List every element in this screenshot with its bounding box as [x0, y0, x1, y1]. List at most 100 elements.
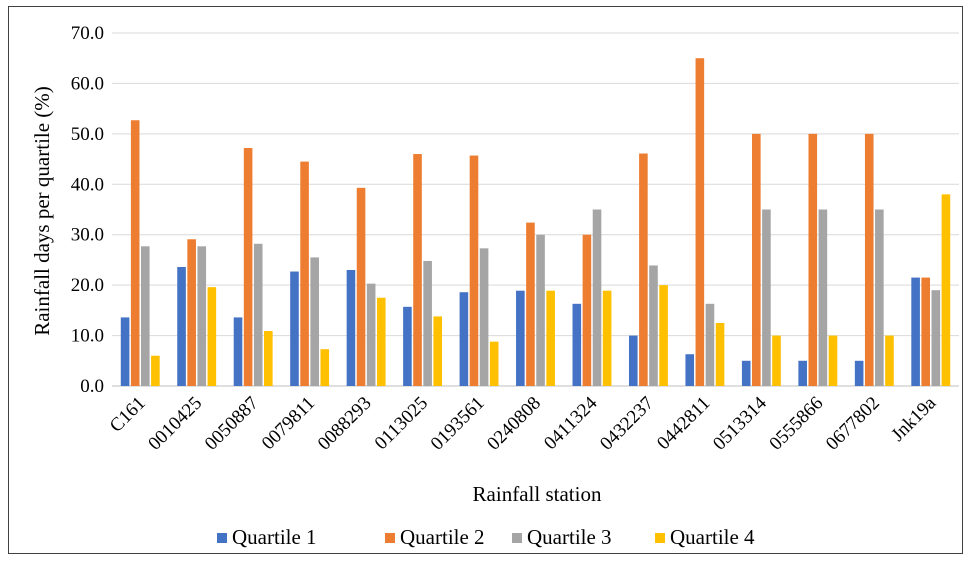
- y-tick-label: 30.0: [71, 225, 104, 246]
- bar-quartile-3-0555866: [818, 209, 828, 386]
- bar-quartile-4-0193561: [489, 341, 499, 386]
- x-axis-title: Rainfall station: [473, 482, 602, 506]
- bar-quartile-4-0079811: [320, 349, 330, 386]
- bar-quartile-3-0411324: [592, 209, 602, 386]
- bar-quartile-1-0513314: [741, 360, 751, 386]
- legend-label-4: Quartile 4: [670, 525, 755, 549]
- bar-quartile-3-0677802: [875, 209, 884, 386]
- x-tick-label: 0677802: [822, 393, 884, 455]
- bar-quartile-3-0088293: [366, 283, 376, 386]
- bar-quartile-2-0193561: [469, 155, 479, 386]
- y-tick-labels: 0.0 10.0 20.0 30.0 40.0 50.0 60.0 70.0: [71, 23, 104, 397]
- x-tick-label: 0193561: [427, 393, 489, 455]
- x-tick-label: 0513314: [709, 392, 771, 454]
- bar-quartile-4-0088293: [376, 297, 386, 386]
- bar-quartile-2-0050887: [243, 147, 253, 386]
- y-tick-label: 70.0: [71, 23, 104, 44]
- bar-quartile-1-0010425: [177, 266, 186, 386]
- bar-quartile-1-0432237: [628, 335, 638, 386]
- bar-quartile-2-0442811: [695, 58, 705, 386]
- legend-swatch-3: [512, 533, 522, 543]
- bar-quartile-1-C161: [120, 317, 130, 386]
- bar-quartile-4-0513314: [772, 335, 781, 386]
- bar-quartile-2-0240808: [526, 222, 535, 386]
- bar-quartile-3-0240808: [536, 234, 545, 386]
- bar-quartile-4-0240808: [546, 290, 555, 386]
- x-tick-label: 0088293: [314, 393, 376, 455]
- bar-quartile-2-0555866: [808, 133, 818, 386]
- x-tick-label: 0079811: [258, 393, 319, 454]
- bar-quartile-4-0432237: [659, 285, 668, 386]
- bar-quartile-3-0079811: [310, 257, 319, 386]
- bar-quartile-1-Jnk19a: [911, 277, 920, 386]
- chart-frame: 0.0 10.0 20.0 30.0 40.0 50.0 60.0 70.0 C161 0010…: [8, 6, 963, 554]
- bar-quartile-4-0677802: [885, 335, 894, 386]
- x-tick-label: 0432237: [596, 393, 658, 455]
- bar-quartile-4-C161: [151, 355, 160, 386]
- bar-quartile-2-0088293: [356, 187, 366, 386]
- bar-quartile-1-0079811: [290, 271, 299, 386]
- legend-swatch-4: [655, 533, 665, 543]
- bar-quartile-2-0432237: [639, 153, 648, 386]
- x-tick-label: 0411324: [540, 392, 602, 454]
- bar-quartile-2-0079811: [300, 161, 309, 386]
- legend-label-3: Quartile 3: [527, 525, 612, 549]
- x-tick-label: 0010425: [144, 393, 206, 455]
- x-tick-label: 0555866: [765, 393, 827, 455]
- bar-quartile-3-0113025: [423, 260, 432, 386]
- bar-quartile-3-0442811: [705, 303, 715, 386]
- bar-quartile-2-C161: [130, 120, 140, 387]
- bar-quartile-3-0010425: [197, 246, 207, 386]
- x-tick-label: 0113025: [371, 393, 432, 454]
- y-tick-label: 50.0: [71, 124, 104, 145]
- bar-quartile-3-C161: [140, 246, 150, 386]
- bar-chart: 0.0 10.0 20.0 30.0 40.0 50.0 60.0 70.0 C1610010…: [30, 23, 959, 549]
- y-axis-title: Rainfall days per quartile (%): [30, 86, 54, 336]
- bar-quartile-4-0113025: [433, 316, 443, 386]
- bar-quartile-3-0432237: [649, 265, 658, 386]
- bar-quartile-2-0113025: [413, 154, 422, 386]
- bar-quartile-1-0411324: [572, 303, 582, 386]
- bar-quartile-3-0513314: [762, 209, 771, 386]
- bar-quartile-1-0240808: [516, 290, 525, 386]
- bar-quartile-3-Jnk19a: [931, 290, 941, 386]
- x-tick-label: 0050887: [201, 393, 263, 455]
- x-tick-labels: C161001042500508870079811008829301130250…: [106, 392, 941, 454]
- bar-quartile-1-0113025: [403, 306, 412, 386]
- bar-quartile-4-0555866: [828, 335, 838, 386]
- x-tick-label: 0240808: [483, 393, 545, 455]
- bar-quartile-2-0513314: [752, 133, 761, 386]
- x-tick-label: Jnk19a: [887, 392, 940, 445]
- legend: Quartile 1 Quartile 2 Quartile 3 Quartile 4: [217, 525, 755, 549]
- bar-quartile-1-0442811: [685, 354, 695, 386]
- legend-label-1: Quartile 1: [232, 525, 317, 549]
- y-tick-label: 10.0: [71, 326, 104, 347]
- bar-quartile-1-0555866: [798, 360, 807, 386]
- y-tick-label: 20.0: [71, 275, 104, 296]
- bar-quartile-4-0010425: [207, 287, 217, 386]
- bars: [120, 58, 951, 387]
- y-tick-label: 60.0: [71, 73, 104, 94]
- bar-quartile-1-0677802: [854, 360, 864, 386]
- bar-quartile-2-0010425: [187, 239, 196, 386]
- gridlines: [112, 32, 959, 337]
- y-tick-label: 40.0: [71, 174, 104, 195]
- bar-quartile-1-0193561: [459, 292, 469, 386]
- bar-quartile-4-0050887: [264, 331, 273, 386]
- bar-quartile-1-0088293: [346, 270, 356, 386]
- bar-quartile-4-Jnk19a: [941, 194, 951, 386]
- bar-quartile-4-0411324: [602, 290, 612, 386]
- legend-label-2: Quartile 2: [400, 525, 485, 549]
- bar-quartile-2-0411324: [582, 234, 592, 386]
- bar-quartile-2-0677802: [864, 133, 874, 386]
- x-tick-label: C161: [106, 393, 150, 437]
- bar-quartile-4-0442811: [715, 322, 725, 386]
- bar-quartile-2-Jnk19a: [921, 277, 931, 386]
- y-tick-label: 0.0: [80, 376, 104, 397]
- x-tick-label: 0442811: [653, 393, 714, 454]
- bar-quartile-3-0050887: [253, 243, 263, 386]
- legend-swatch-1: [217, 533, 227, 543]
- bar-quartile-1-0050887: [233, 317, 243, 386]
- bar-quartile-3-0193561: [479, 248, 489, 386]
- legend-swatch-2: [385, 533, 395, 543]
